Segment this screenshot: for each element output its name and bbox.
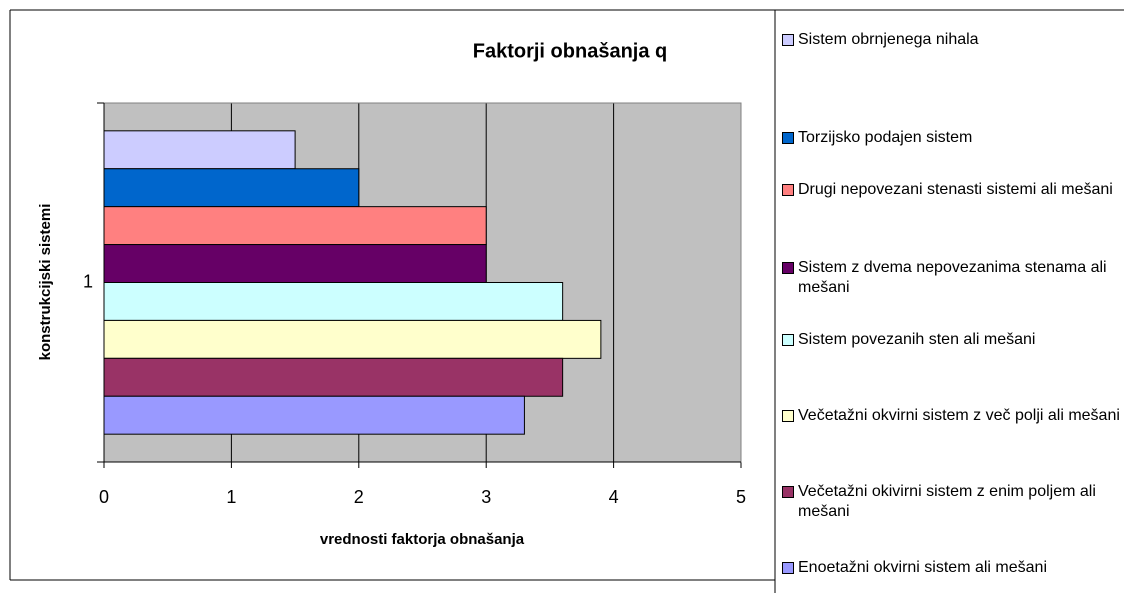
legend-item: Drugi nepovezani stenasti sistemi ali me… <box>782 180 1121 200</box>
legend-item: Enoetažni okvirni sistem ali mešani <box>782 558 1121 578</box>
x-tick-label: 3 <box>481 487 491 507</box>
legend-item: Večetažni okivirni sistem z enim poljem … <box>782 482 1121 522</box>
bar <box>103 395 525 435</box>
bar <box>103 357 564 397</box>
legend-item: Sistem z dvema nepovezanima stenama ali … <box>782 258 1121 298</box>
legend-label: Torzijsko podajen sistem <box>798 129 973 146</box>
x-tick-label: 0 <box>99 487 109 507</box>
legend-label: Sistem obrnjenega nihala <box>798 31 979 48</box>
bar <box>103 244 487 284</box>
x-tick-label: 2 <box>354 487 364 507</box>
legend-swatch <box>782 262 794 274</box>
x-tick-label: 4 <box>609 487 619 507</box>
legend-swatch <box>782 486 794 498</box>
legend-item: Večetažni okvirni sistem z več polji ali… <box>782 406 1121 426</box>
y-tick-label: 1 <box>83 271 93 291</box>
legend-item: Torzijsko podajen sistem <box>782 128 1121 148</box>
legend-label: Drugi nepovezani stenasti sistemi ali me… <box>798 181 1113 198</box>
legend-swatch <box>782 132 794 144</box>
legend-label: Večetažni okivirni sistem z enim poljem … <box>798 483 1096 520</box>
legend-label: Sistem povezanih sten ali mešani <box>798 331 1036 348</box>
legend-item: Sistem povezanih sten ali mešani <box>782 330 1121 350</box>
bar <box>103 130 296 170</box>
chart-title: Faktorji obnašanja q <box>473 40 667 62</box>
bar <box>103 282 564 321</box>
legend-swatch <box>782 34 794 46</box>
bar <box>103 168 360 208</box>
legend-swatch <box>782 562 794 574</box>
x-tick-label: 5 <box>736 487 746 507</box>
legend-swatch <box>782 334 794 346</box>
legend-label: Sistem z dvema nepovezanima stenama ali … <box>798 259 1107 296</box>
legend-label: Večetažni okvirni sistem z več polji ali… <box>798 407 1120 424</box>
x-axis-title: vrednosti faktorja obnašanja <box>320 531 525 548</box>
x-tick-label: 1 <box>226 487 236 507</box>
bar <box>103 319 602 359</box>
bar <box>103 206 487 246</box>
legend-swatch <box>782 184 794 196</box>
y-axis-title: konstrukcijski sistemi <box>37 204 54 361</box>
legend-item: Sistem obrnjenega nihala <box>782 30 1121 50</box>
legend-swatch <box>782 410 794 422</box>
legend-label: Enoetažni okvirni sistem ali mešani <box>798 559 1047 576</box>
